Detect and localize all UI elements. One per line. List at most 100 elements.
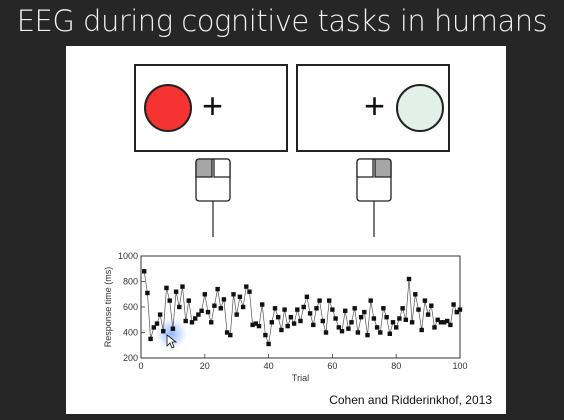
data-point: [244, 284, 248, 288]
x-tick-label: 100: [452, 361, 467, 371]
data-point: [397, 316, 401, 320]
data-point: [231, 292, 235, 296]
data-point: [190, 320, 194, 324]
data-point: [333, 316, 337, 320]
data-point: [311, 323, 315, 327]
data-point: [337, 325, 341, 329]
data-point: [282, 307, 286, 311]
data-point: [369, 298, 373, 302]
citation-caption: Cohen and Ridderinkhof, 2013: [329, 393, 492, 407]
data-point: [314, 306, 318, 310]
data-point: [384, 315, 388, 319]
data-point: [324, 330, 328, 334]
data-point: [292, 321, 296, 325]
data-point: [168, 298, 172, 302]
data-point: [420, 328, 424, 332]
data-point: [423, 298, 427, 302]
data-point: [426, 312, 430, 316]
data-point: [317, 298, 321, 302]
data-point: [391, 320, 395, 324]
data-point: [158, 312, 162, 316]
data-point: [327, 298, 331, 302]
data-point: [279, 328, 283, 332]
response-time-chart: 0 20 40 60 80 100 200 400 600 800 1000 Trial Respo…: [66, 46, 506, 414]
y-tick-label: 200: [123, 353, 138, 363]
data-point: [263, 333, 267, 337]
data-point: [180, 284, 184, 288]
data-point: [349, 320, 353, 324]
data-point: [429, 304, 433, 308]
data-point: [340, 329, 344, 333]
data-point: [308, 311, 312, 315]
slide-title: EEG during cognitive tasks in humans: [0, 4, 564, 38]
data-point: [152, 325, 156, 329]
data-point: [295, 307, 299, 311]
data-point: [298, 319, 302, 323]
data-point: [228, 333, 232, 337]
data-point: [266, 342, 270, 346]
data-point: [330, 307, 334, 311]
data-point: [235, 312, 239, 316]
data-point: [260, 302, 264, 306]
data-point: [305, 295, 309, 299]
x-axis-label: Trial: [292, 373, 309, 383]
data-point: [451, 302, 455, 306]
data-point: [209, 320, 213, 324]
data-point: [171, 327, 175, 331]
data-point: [346, 327, 350, 331]
data-point: [400, 306, 404, 310]
plot-frame: [141, 256, 460, 358]
data-point: [375, 325, 379, 329]
data-point: [270, 320, 274, 324]
data-point: [289, 315, 293, 319]
data-point: [432, 325, 436, 329]
data-point: [247, 290, 251, 294]
data-point: [416, 307, 420, 311]
data-point: [276, 315, 280, 319]
data-point: [286, 324, 290, 328]
y-axis-label: Response time (ms): [103, 267, 113, 348]
x-tick-label: 0: [138, 361, 143, 371]
data-point: [359, 315, 363, 319]
data-point: [343, 309, 347, 313]
y-tick-label: 600: [123, 302, 138, 312]
data-point: [193, 316, 197, 320]
data-point: [372, 316, 376, 320]
x-tick-label: 40: [264, 361, 274, 371]
data-point: [215, 287, 219, 291]
data-point: [148, 337, 152, 341]
x-tick-label: 60: [327, 361, 337, 371]
data-point: [164, 286, 168, 290]
data-point: [413, 292, 417, 296]
x-tick-label: 80: [391, 361, 401, 371]
data-point: [196, 312, 200, 316]
data-point: [448, 323, 452, 327]
data-point: [238, 295, 242, 299]
data-point: [161, 329, 165, 333]
data-point: [212, 304, 216, 308]
data-point: [257, 324, 261, 328]
data-point: [273, 306, 277, 310]
data-point: [378, 330, 382, 334]
data-point: [458, 307, 462, 311]
y-tick-label: 1000: [118, 251, 138, 261]
data-point: [404, 318, 408, 322]
data-point: [445, 319, 449, 323]
data-point: [302, 305, 306, 309]
data-point: [203, 292, 207, 296]
data-point: [362, 310, 366, 314]
data-point: [177, 305, 181, 309]
figure-panel: + + 0 20 40 60 80 100 200 400 600 800 1000 Trial R: [66, 46, 506, 414]
data-point: [174, 290, 178, 294]
data-point: [184, 319, 188, 323]
data-point: [365, 333, 369, 337]
y-tick-label: 400: [123, 328, 138, 338]
data-point: [142, 269, 146, 273]
data-point: [381, 306, 385, 310]
x-tick-label: 20: [200, 361, 210, 371]
data-point: [407, 277, 411, 281]
data-point: [145, 291, 149, 295]
data-point: [241, 305, 245, 309]
data-point: [206, 310, 210, 314]
data-point: [155, 321, 159, 325]
